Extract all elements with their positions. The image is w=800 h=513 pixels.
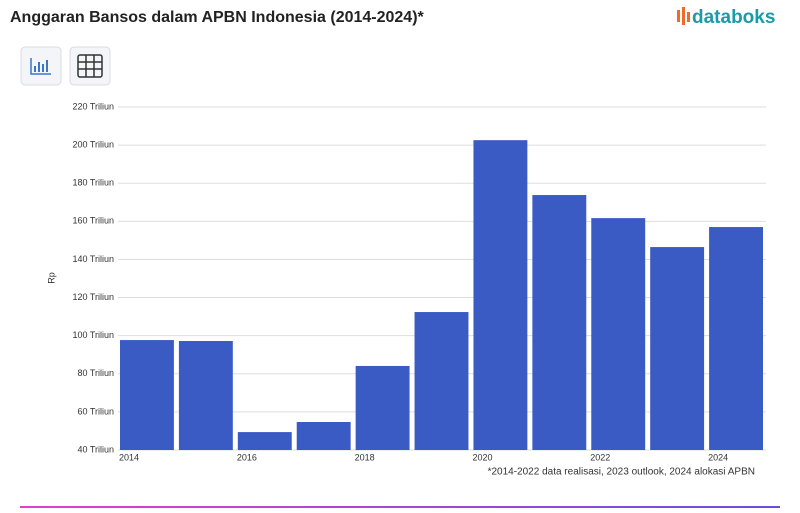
x-tick-label: 2022 [590, 452, 610, 462]
y-tick-label: 80 Triliun [77, 368, 114, 378]
bar [178, 341, 233, 450]
x-tick-label: 2024 [708, 452, 728, 462]
logo-icon [682, 7, 685, 25]
bar [414, 312, 469, 450]
bar [473, 140, 528, 450]
x-tick-label: 2016 [237, 452, 257, 462]
bottom-rule [20, 506, 780, 508]
y-tick-label: 140 Triliun [72, 254, 114, 264]
bar [120, 340, 174, 450]
logo-icon [687, 12, 690, 22]
bar [591, 218, 646, 450]
y-tick-label: 160 Triliun [72, 216, 114, 226]
x-tick-label: 2014 [119, 452, 139, 462]
y-tick-label: 200 Triliun [72, 139, 114, 149]
bar [237, 432, 292, 450]
y-tick-label: 120 Triliun [72, 292, 114, 302]
chart-title: Anggaran Bansos dalam APBN Indonesia (20… [10, 9, 425, 26]
footnote: *2014-2022 data realisasi, 2023 outlook,… [488, 467, 755, 478]
y-tick-label: 100 Triliun [72, 330, 114, 340]
logo-text: databoks [692, 7, 775, 28]
logo: databoks [677, 7, 775, 28]
bar [296, 421, 351, 450]
x-tick-label: 2018 [355, 452, 375, 462]
bar [709, 227, 763, 450]
x-tick-label: 2020 [472, 452, 492, 462]
y-tick-label: 60 Triliun [77, 406, 114, 416]
logo-icon [677, 10, 680, 22]
y-axis-label: Rp [46, 272, 56, 284]
chart-view-button[interactable] [20, 46, 62, 86]
bar [650, 247, 705, 450]
bar [355, 365, 410, 450]
y-tick-label: 180 Triliun [72, 178, 114, 188]
bar [532, 195, 587, 450]
y-tick-label: 40 Triliun [77, 444, 114, 454]
y-tick-label: 220 Triliun [72, 101, 114, 111]
table-view-button[interactable] [69, 46, 111, 86]
